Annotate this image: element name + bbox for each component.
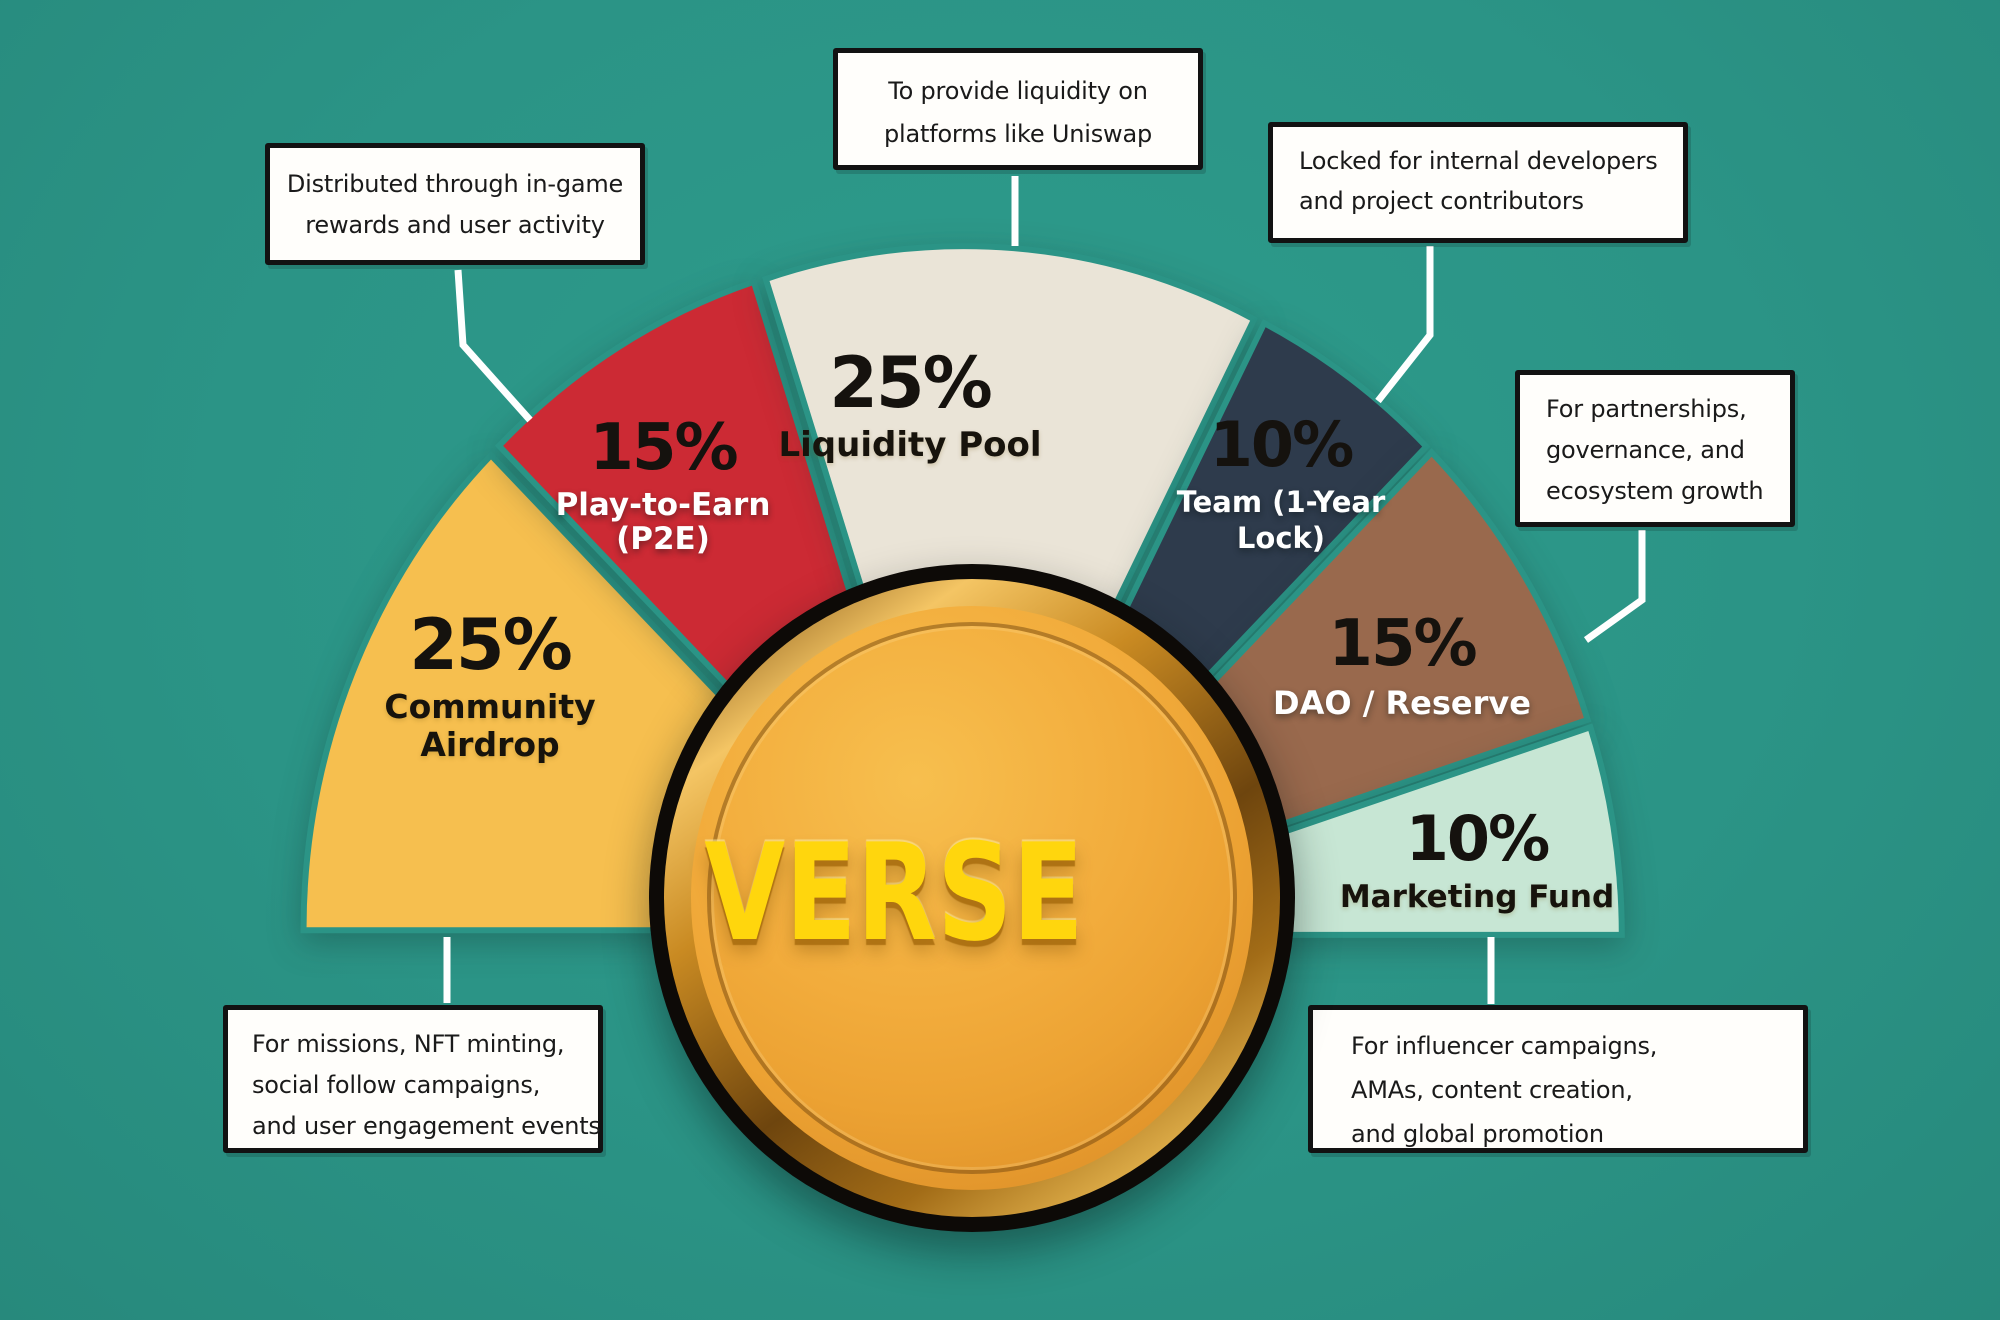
callout-line: platforms like Uniswap <box>883 120 1152 148</box>
coin-wordmark: VERSE <box>704 815 1084 971</box>
percent-value: 25% <box>745 346 1075 420</box>
percent-value: 10% <box>1146 412 1416 478</box>
callout-liquidity: To provide liquidity on platforms like U… <box>833 48 1203 170</box>
percent-value: 25% <box>330 608 650 682</box>
callout-line: and global promotion <box>1351 1120 1604 1148</box>
segment-name: Marketing Fund <box>1339 879 1615 915</box>
segment-name: Community <box>384 687 596 726</box>
connector-dao <box>1583 530 1646 643</box>
callout-line: Distributed through in-game <box>286 170 624 198</box>
callout-line: and user engagement events <box>252 1112 601 1140</box>
segment-name: Liquidity Pool <box>778 425 1042 465</box>
callout-line: For influencer campaigns, <box>1351 1032 1658 1060</box>
segment-name: (P2E) <box>616 521 710 557</box>
segment-name: Play-to-Earn <box>555 487 771 523</box>
callout-line: To provide liquidity on <box>888 77 1148 105</box>
segment-name: Airdrop <box>420 725 560 764</box>
percent-value: 15% <box>1247 610 1557 678</box>
callout-line: For missions, NFT minting, <box>252 1030 565 1058</box>
callout-line: and project contributors <box>1299 187 1584 215</box>
percent-value: 10% <box>1322 806 1632 872</box>
percent-value: 15% <box>503 414 823 482</box>
callout-team: Locked for internal developers and proje… <box>1268 122 1688 243</box>
segment-label-team: 10% Team (1-Year Lock) <box>1146 412 1416 556</box>
callout-marketing: For influencer campaigns, AMAs, content … <box>1308 1005 1808 1153</box>
segment-name: Team (1-Year <box>1176 485 1386 519</box>
callout-line: social follow campaigns, <box>252 1071 541 1099</box>
connector-p2e <box>454 269 533 423</box>
connector-team <box>1375 246 1434 404</box>
callout-line: For partnerships, <box>1546 395 1747 423</box>
segment-label-liquidity-pool: 25% Liquidity Pool <box>745 346 1075 464</box>
callout-p2e: Distributed through in-game rewards and … <box>265 143 645 265</box>
callout-airdrop: For missions, NFT minting, social follow… <box>223 1005 603 1153</box>
segment-name: Lock) <box>1236 521 1326 555</box>
segment-label-community-airdrop: 25% Community Airdrop <box>330 608 650 764</box>
callout-line: rewards and user activity <box>305 211 605 239</box>
callout-dao: For partnerships, governance, and ecosys… <box>1515 370 1795 527</box>
callout-line: governance, and <box>1546 436 1745 464</box>
segment-label-dao-reserve: 15% DAO / Reserve <box>1247 610 1557 722</box>
callout-line: Locked for internal developers <box>1299 147 1658 175</box>
segment-label-marketing-fund: 10% Marketing Fund <box>1322 806 1632 916</box>
coin-inner-ring <box>707 622 1237 1174</box>
segment-label-p2e: 15% Play-to-Earn (P2E) <box>503 414 823 556</box>
verse-coin: VERSE <box>649 564 1295 1232</box>
callout-line: ecosystem growth <box>1546 477 1764 505</box>
callout-line: AMAs, content creation, <box>1351 1076 1633 1104</box>
segment-name: DAO / Reserve <box>1273 684 1531 722</box>
